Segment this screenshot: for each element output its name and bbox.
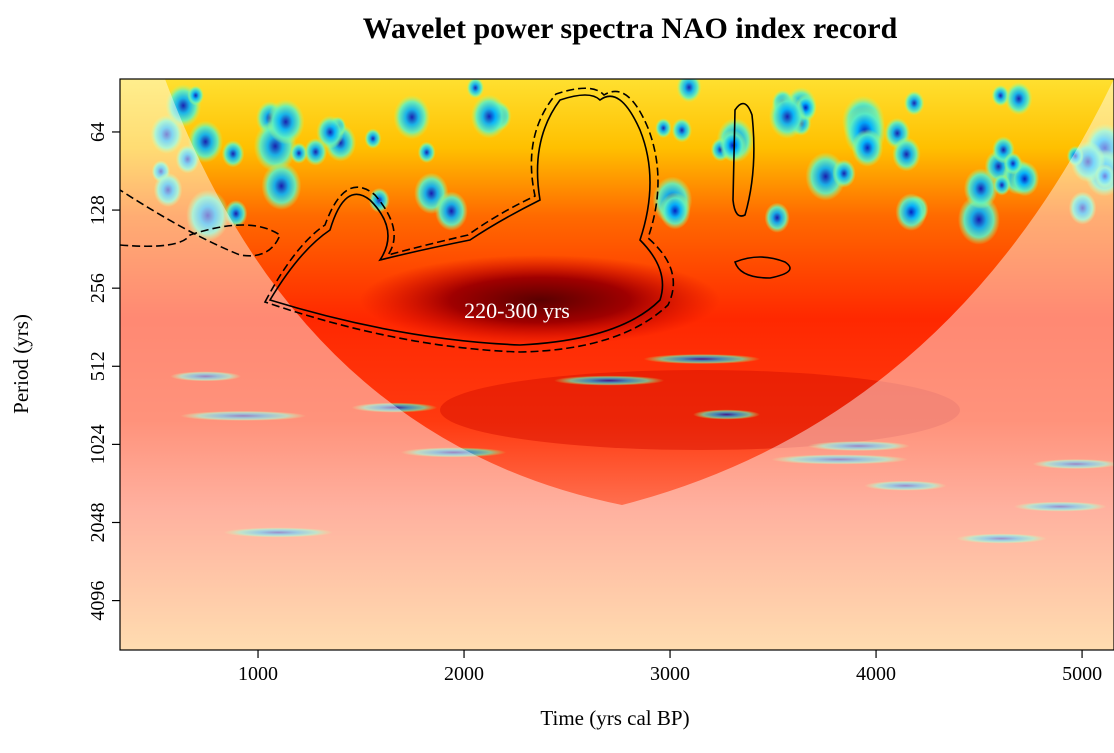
low-power-band [1013, 501, 1107, 512]
low-power-band [351, 402, 438, 413]
x-tick-label: 4000 [856, 663, 896, 685]
low-power-spot [991, 84, 1010, 107]
low-power-spot [150, 114, 183, 154]
low-power-band [1032, 459, 1114, 470]
low-power-band [771, 454, 909, 465]
low-power-band [693, 409, 760, 420]
low-power-band [956, 533, 1047, 544]
low-power-band [643, 354, 761, 365]
significance-contours [120, 87, 791, 353]
contour [263, 87, 675, 353]
low-power-band [223, 527, 334, 538]
low-power-spot [671, 118, 693, 143]
y-tick-label: 256 [87, 273, 109, 303]
x-tick-label: 1000 [238, 663, 278, 685]
low-power-spot [187, 85, 204, 106]
annotation: 220-300 yrs [464, 298, 570, 323]
x-tick-label: 2000 [444, 663, 484, 685]
low-power-spot [417, 141, 436, 164]
low-power-spot [221, 140, 245, 168]
x-tick-label: 3000 [650, 663, 690, 685]
low-power-spot [764, 202, 790, 233]
contour [734, 256, 791, 279]
contour [120, 189, 281, 257]
low-power-spot [963, 168, 998, 209]
low-power-spot [434, 191, 468, 231]
low-power-band [400, 447, 507, 458]
low-power-spot [1066, 145, 1084, 167]
y-axis-label: Period (yrs) [9, 314, 33, 414]
low-power-band [864, 480, 947, 491]
cone-of-influence [120, 79, 1114, 650]
low-power-spot [895, 193, 927, 231]
low-power-spot [1005, 82, 1033, 116]
low-power-spot [364, 128, 382, 149]
low-power-spot [267, 99, 305, 145]
low-power-spot [153, 172, 183, 208]
low-power-spot [903, 90, 925, 116]
low-power-spot [466, 79, 485, 99]
y-tick-label: 1024 [87, 424, 109, 464]
low-power-spot [224, 200, 248, 228]
low-power-band [170, 371, 241, 382]
low-power-spot [1068, 191, 1097, 225]
low-power-spot [393, 95, 431, 140]
y-tick-label: 128 [87, 195, 109, 225]
low-power-spot [993, 174, 1011, 196]
high-power-region [360, 255, 720, 345]
low-power-spot [186, 189, 230, 242]
low-power-spot [290, 142, 308, 164]
power-field [120, 79, 1114, 650]
y-tick-label: 4096 [87, 581, 109, 621]
low-power-spot [1094, 164, 1114, 189]
high-power-region [440, 370, 960, 450]
contour [268, 94, 664, 346]
low-power-spot [659, 192, 691, 230]
low-power-spot [1003, 152, 1023, 175]
y-tick-label: 64 [87, 122, 109, 142]
plot-frame [119, 78, 1114, 651]
low-power-spot [175, 144, 200, 174]
low-power-spot [768, 94, 806, 139]
low-power-band [554, 375, 665, 386]
low-power-spot [676, 79, 702, 103]
low-power-spot [655, 118, 672, 139]
low-power-spot [368, 187, 390, 213]
contour [732, 102, 755, 217]
low-power-spot [304, 138, 328, 166]
low-power-spot [261, 162, 302, 210]
low-power-spot [892, 137, 921, 172]
x-axis-label: Time (yrs cal BP) [540, 706, 689, 730]
y-tick-label: 2048 [87, 502, 109, 542]
low-power-band [180, 410, 307, 421]
low-power-spot [832, 159, 856, 188]
low-power-band [807, 441, 910, 452]
low-power-spot [470, 94, 508, 139]
y-tick-label: 512 [87, 351, 109, 381]
x-tick-label: 5000 [1062, 663, 1102, 685]
low-power-spot [851, 128, 884, 167]
low-power-spot [719, 129, 747, 162]
low-power-spot [316, 115, 345, 149]
chart-title: Wavelet power spectra NAO index record [363, 12, 898, 45]
low-power-spot [957, 194, 1000, 245]
